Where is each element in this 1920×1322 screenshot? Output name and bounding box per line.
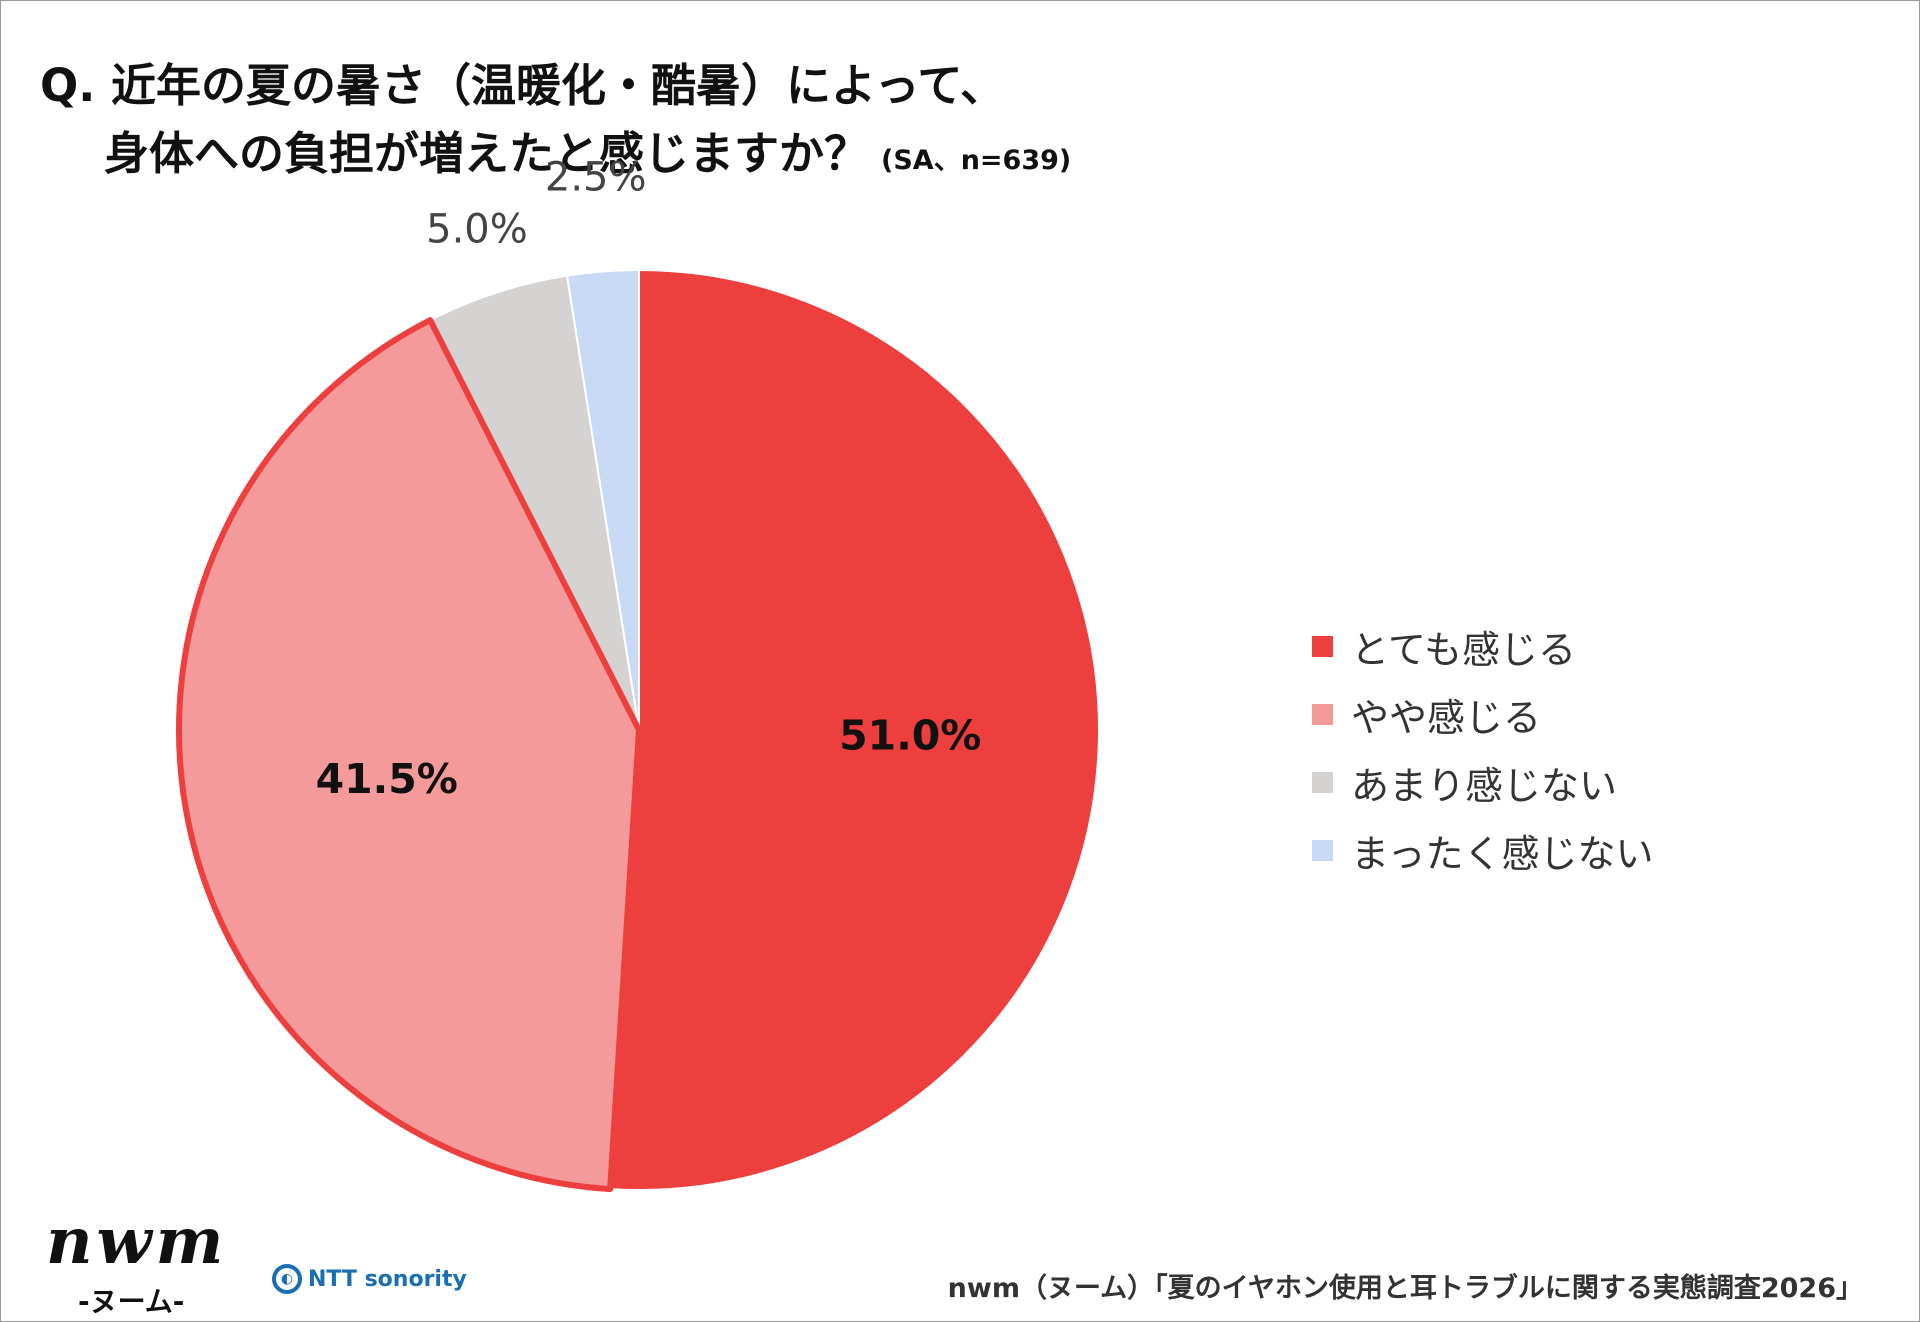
legend-somewhat: やや感じる [1312,680,1653,748]
nwm-logo-subtitle: -ヌーム- [78,1285,185,1318]
label-very-much: 51.0% [839,712,981,760]
title-line-2: 身体への負担が増えたと感じますか？ (SA、n=639) [40,120,1071,195]
legend-somewhat-swatch [1312,703,1333,725]
ntt-logo-icon: ◐ [272,1264,302,1294]
source-credit: nwm（ヌーム）「夏のイヤホン使用と耳トラブルに関する実態調査2026」 [947,1273,1863,1304]
label-not-much: 5.0% [426,206,528,252]
label-not-at-all: 2.5% [545,155,647,201]
legend-not-at-all-label: まったく感じない [1351,831,1654,876]
ntt-logo-text: NTT sonority [308,1266,467,1292]
slice-not-at-all [565,268,640,731]
nwm-logo-mark: nwm [46,1204,228,1279]
legend-very-much: とても感じる [1312,612,1653,680]
sample-note: (SA、n=639) [881,145,1072,176]
chart-title: Q. 近年の夏の暑さ（温暖化・酷暑）によって、 身体への負担が増えたと感じますか… [40,52,1071,195]
legend-not-much: あまり感じない [1312,748,1653,816]
legend-somewhat-label: やや感じる [1351,695,1542,740]
title-line-2-text: 身体への負担が増えたと感じますか？ [104,127,870,180]
legend-not-much-label: あまり感じない [1351,763,1618,808]
legend-very-much-label: とても感じる [1351,627,1576,672]
slice-somewhat-outline [176,317,642,1193]
slice-very-much [609,268,1101,1191]
title-line-1: Q. 近年の夏の暑さ（温暖化・酷暑）によって、 [40,59,1006,112]
chart-legend: とても感じる やや感じるあまり感じない まったく感じない [1312,612,1653,884]
label-somewhat: 41.5% [316,755,458,803]
legend-very-much-swatch [1312,635,1333,657]
legend-not-much-swatch [1312,771,1333,793]
legend-not-at-all: まったく感じない [1312,816,1653,884]
ntt-sonority-logo: ◐ NTT sonority [272,1264,467,1294]
nwm-logo: nwm -ヌーム- [46,1210,227,1320]
legend-not-at-all-swatch [1312,839,1333,861]
